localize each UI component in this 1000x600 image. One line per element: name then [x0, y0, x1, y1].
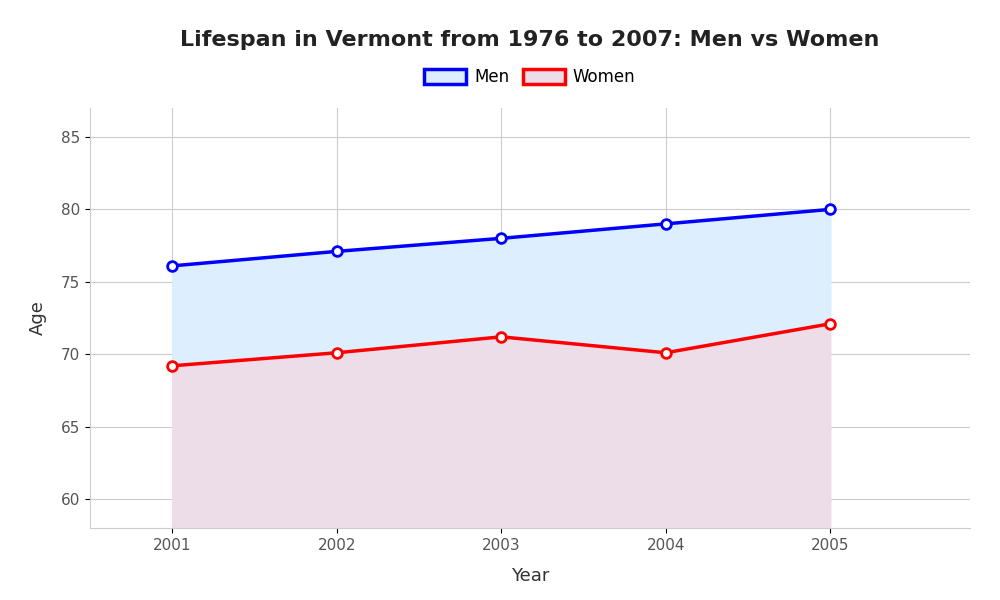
Title: Lifespan in Vermont from 1976 to 2007: Men vs Women: Lifespan in Vermont from 1976 to 2007: M… [180, 29, 880, 49]
Legend: Men, Women: Men, Women [418, 62, 642, 93]
X-axis label: Year: Year [511, 566, 549, 584]
Y-axis label: Age: Age [29, 301, 47, 335]
